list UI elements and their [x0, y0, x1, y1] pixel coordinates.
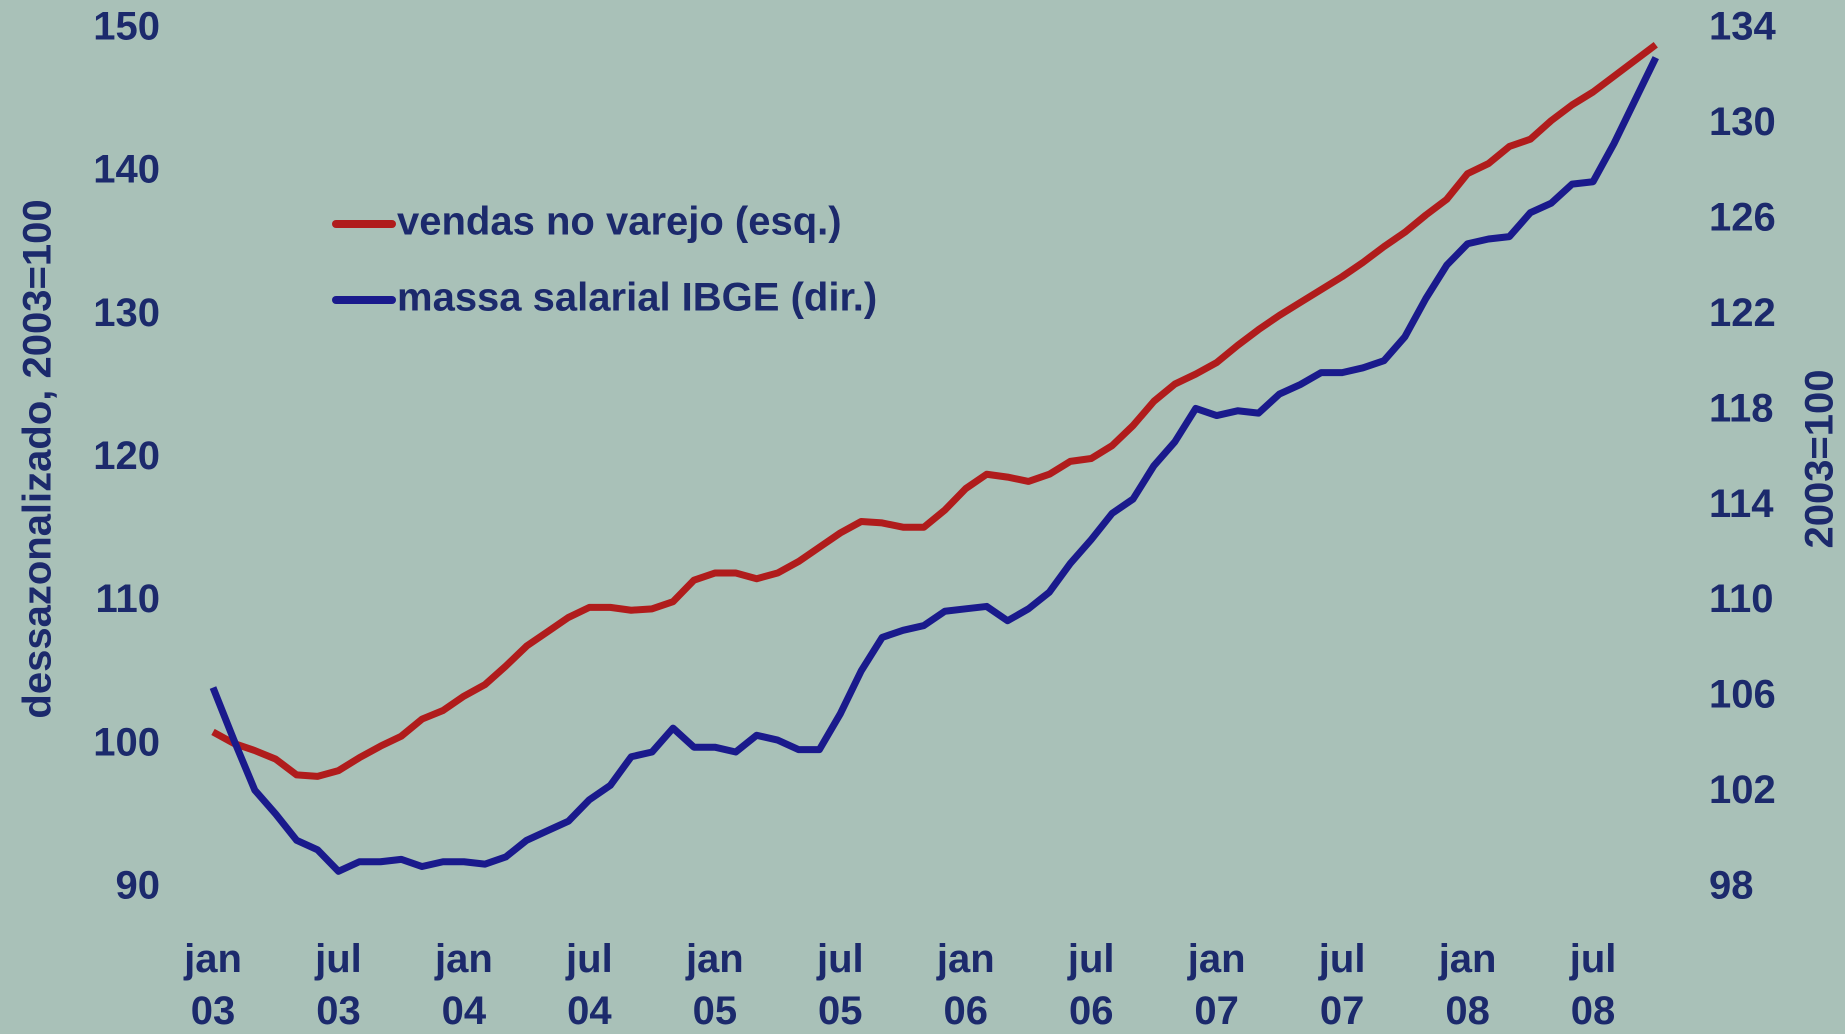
legend-label: vendas no varejo (esq.)	[397, 200, 842, 244]
y-tick-label: 130	[93, 291, 160, 335]
y2-tick-label: 130	[1709, 100, 1776, 144]
y-tick-label: 100	[93, 720, 160, 764]
y2-tick-label: 122	[1709, 291, 1776, 335]
y-tick-label: 110	[95, 577, 160, 621]
y2-tick-label: 114	[1709, 482, 1774, 526]
legend-label: massa salarial IBGE (dir.)	[397, 276, 877, 320]
y2-tick-label: 110	[1709, 577, 1774, 621]
y2-tick-label: 106	[1709, 673, 1776, 717]
y-tick-label: 140	[93, 148, 160, 192]
y2-axis-title: 2003=100	[1798, 369, 1842, 548]
line	[213, 45, 1656, 777]
y-tick-label: 150	[93, 5, 160, 49]
line	[213, 58, 1656, 872]
y2-tick-label: 118	[1709, 386, 1774, 430]
y2-tick-label: 126	[1709, 195, 1776, 239]
chart: dessazonalizado, 2003=100 2003=100 90 100…	[0, 0, 1845, 1034]
y2-tick-label: 134	[1709, 5, 1776, 49]
y-axis-title: dessazonalizado, 2003=100	[16, 199, 60, 718]
y-tick-label: 120	[93, 434, 160, 478]
y2-tick-label: 98	[1709, 864, 1754, 908]
y-tick-label: 90	[116, 864, 161, 908]
y2-tick-label: 102	[1709, 768, 1776, 812]
